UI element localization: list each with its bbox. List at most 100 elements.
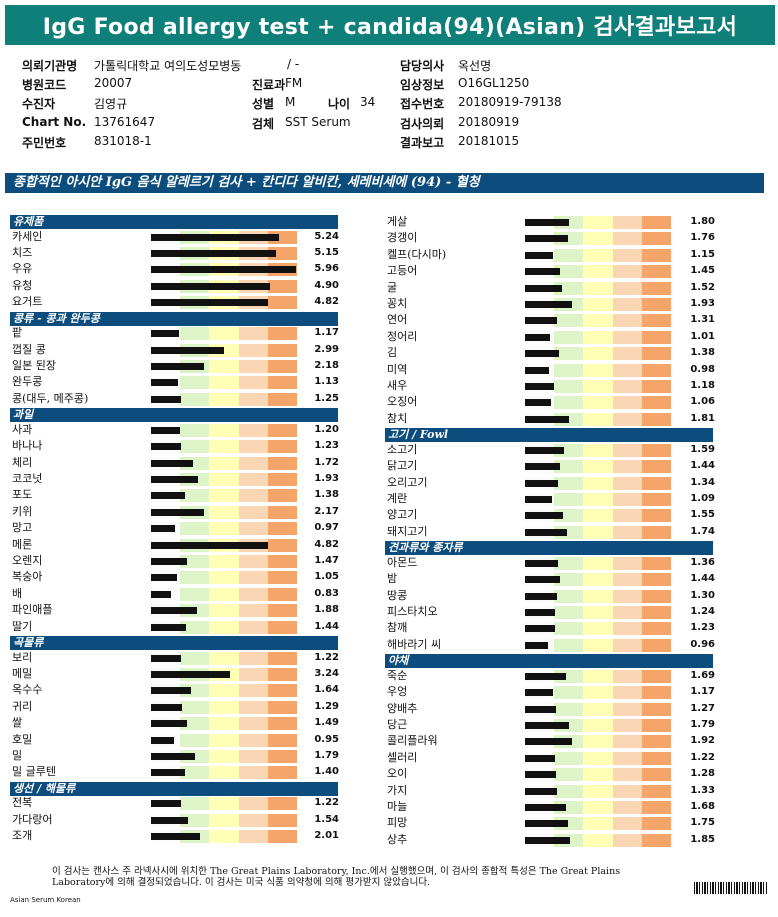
scale-zone bbox=[583, 396, 613, 410]
report-date-row: 결과보고 20181015 bbox=[400, 134, 519, 151]
scale-zone bbox=[238, 587, 268, 601]
scale-zone bbox=[180, 766, 210, 780]
scale-zone bbox=[180, 700, 210, 714]
scale-zone bbox=[554, 460, 584, 474]
result-value: 0.98 bbox=[690, 363, 715, 375]
scale-zone bbox=[612, 669, 642, 683]
result-value: 1.85 bbox=[690, 833, 715, 845]
result-row: 경갱이 1.76 bbox=[387, 230, 725, 246]
doctor-label: 담당의사 bbox=[400, 59, 445, 73]
age-row: 나이 34 bbox=[328, 95, 375, 112]
result-value: 1.92 bbox=[690, 735, 715, 747]
scale-zone bbox=[612, 232, 642, 246]
scale-zone bbox=[612, 248, 642, 262]
result-row: 치즈 5.15 bbox=[12, 245, 350, 261]
scale-zone bbox=[238, 797, 268, 811]
result-bar bbox=[151, 651, 297, 665]
result-row: 전복 1.22 bbox=[12, 795, 350, 811]
chart-row: Chart No. 13761647 bbox=[22, 115, 155, 129]
scale-zone bbox=[612, 298, 642, 311]
result-bar bbox=[525, 363, 671, 377]
result-row: 포도 1.38 bbox=[12, 487, 350, 503]
value-bar-fill bbox=[525, 672, 567, 680]
institution-value: 가톨릭대학교 여의도성모병동 bbox=[94, 59, 242, 73]
scale-zone bbox=[641, 363, 671, 377]
institution-label: 의뢰기관명 bbox=[22, 59, 78, 73]
result-row: 밀 글루텐 1.40 bbox=[12, 764, 350, 780]
scale-zone bbox=[612, 460, 642, 474]
scale-zone bbox=[612, 686, 642, 700]
value-bar-fill bbox=[151, 233, 279, 241]
result-value: 1.81 bbox=[690, 412, 715, 424]
scale-zone bbox=[180, 327, 210, 341]
report-title: IgG Food allergy test + candida(94)(Asia… bbox=[5, 5, 775, 45]
report-date-label: 결과보고 bbox=[400, 136, 445, 150]
value-bar-fill bbox=[525, 301, 572, 308]
scale-zone bbox=[583, 606, 613, 619]
scale-zone bbox=[180, 571, 210, 585]
scale-zone bbox=[583, 735, 613, 749]
result-row: 가다랑어 1.54 bbox=[12, 812, 350, 828]
scale-zone bbox=[583, 493, 613, 506]
result-row: 껍질 콩 2.99 bbox=[12, 342, 350, 358]
food-name: 상추 bbox=[387, 832, 408, 846]
value-bar-fill bbox=[525, 722, 569, 729]
scale-zone bbox=[209, 473, 239, 486]
scale-zone bbox=[554, 622, 584, 636]
result-value: 1.45 bbox=[690, 265, 715, 277]
value-bar-fill bbox=[525, 705, 556, 713]
request-date-value: 20180919 bbox=[458, 115, 520, 129]
value-bar-fill bbox=[151, 250, 277, 257]
result-value: 4.82 bbox=[314, 538, 339, 550]
scale-zone bbox=[641, 556, 671, 570]
food-name: 돼지고기 bbox=[387, 524, 428, 538]
result-bar bbox=[525, 330, 671, 344]
food-name: 배 bbox=[12, 586, 23, 600]
result-value: 1.15 bbox=[690, 248, 715, 260]
result-bar bbox=[151, 684, 297, 698]
food-name: 피스타치오 bbox=[387, 605, 438, 618]
food-name: 일본 된장 bbox=[12, 359, 56, 372]
scale-zone bbox=[554, 347, 584, 361]
scale-zone bbox=[641, 216, 671, 229]
value-bar-fill bbox=[151, 346, 224, 354]
result-value: 1.44 bbox=[690, 573, 715, 585]
result-bar bbox=[525, 801, 671, 814]
result-bar bbox=[525, 232, 671, 246]
result-bar bbox=[151, 587, 297, 601]
value-bar-fill bbox=[151, 443, 181, 451]
scale-zone bbox=[238, 473, 268, 486]
scale-zone bbox=[612, 525, 642, 539]
result-row: 참깨 1.23 bbox=[387, 620, 725, 636]
scale-zone bbox=[641, 686, 671, 700]
patient-value: 김영규 bbox=[94, 97, 128, 111]
value-bar-fill bbox=[525, 836, 571, 844]
result-bar bbox=[151, 489, 297, 503]
resident-id-row: 주민번호 831018-1 bbox=[22, 134, 152, 151]
result-row: 딸기 1.44 bbox=[12, 619, 350, 635]
result-row: 팥 1.17 bbox=[12, 325, 350, 341]
scale-zone bbox=[641, 443, 671, 457]
scale-zone bbox=[180, 651, 210, 665]
scale-zone bbox=[583, 719, 613, 732]
request-date-label: 검사의뢰 bbox=[400, 117, 445, 131]
scale-zone bbox=[641, 281, 671, 295]
scale-zone bbox=[583, 784, 613, 798]
sex-row: 성별 M bbox=[252, 95, 295, 112]
scale-zone bbox=[641, 509, 671, 523]
result-bar bbox=[525, 412, 671, 426]
food-name: 사과 bbox=[12, 422, 33, 436]
scale-zone bbox=[267, 684, 297, 698]
scale-zone bbox=[267, 750, 297, 763]
result-row: 쌀 1.49 bbox=[12, 715, 350, 731]
result-bar bbox=[525, 833, 671, 847]
result-bar bbox=[525, 784, 671, 798]
result-value: 1.79 bbox=[314, 750, 339, 761]
food-name: 메론 bbox=[12, 537, 33, 551]
scale-zone bbox=[641, 606, 671, 619]
result-row: 사과 1.20 bbox=[12, 422, 350, 438]
result-bar bbox=[151, 604, 297, 618]
scale-zone bbox=[554, 606, 584, 619]
specimen-value: SST Serum bbox=[285, 115, 351, 129]
result-row: 조개 2.01 bbox=[12, 828, 350, 844]
